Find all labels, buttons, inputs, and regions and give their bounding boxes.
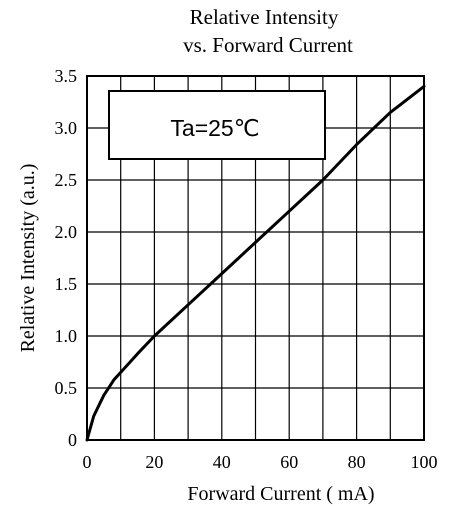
x-tick-label: 80 [348,452,366,472]
series-line [85,84,426,442]
x-tick-label: 20 [145,452,163,472]
y-tick-label: 3.0 [55,118,78,138]
x-tick-label: 60 [280,452,298,472]
y-tick-label: 1.0 [55,326,78,346]
y-tick-label: 2.5 [55,170,78,190]
chart-title-line-2: vs. Forward Current [183,33,353,57]
chart-title-line-1: Relative Intensity [190,5,339,29]
y-tick-label: 0.5 [55,378,78,398]
y-axis-label: Relative Intensity (a.u.) [17,164,39,353]
x-tick-label: 0 [83,452,92,472]
y-tick-label: 3.5 [55,66,78,86]
x-axis-label: Forward Current ( mA) [187,483,374,505]
chart-title: Relative Intensity vs. Forward Current [183,5,353,57]
annotation-box: Ta=25℃ [108,90,326,160]
x-tick-label: 100 [411,452,438,472]
y-axis-ticks: 0 0.5 1.0 1.5 2.0 2.5 3.0 3.5 [55,66,78,450]
y-tick-label: 2.0 [55,222,78,242]
annotation-text: Ta=25℃ [170,115,259,141]
x-axis-ticks: 0 20 40 60 80 100 [83,452,438,472]
plot-frame [86,75,425,441]
x-tick-label: 40 [213,452,231,472]
y-tick-label: 0 [68,430,77,450]
annotation-frame [108,90,326,160]
y-tick-label: 1.5 [55,274,78,294]
